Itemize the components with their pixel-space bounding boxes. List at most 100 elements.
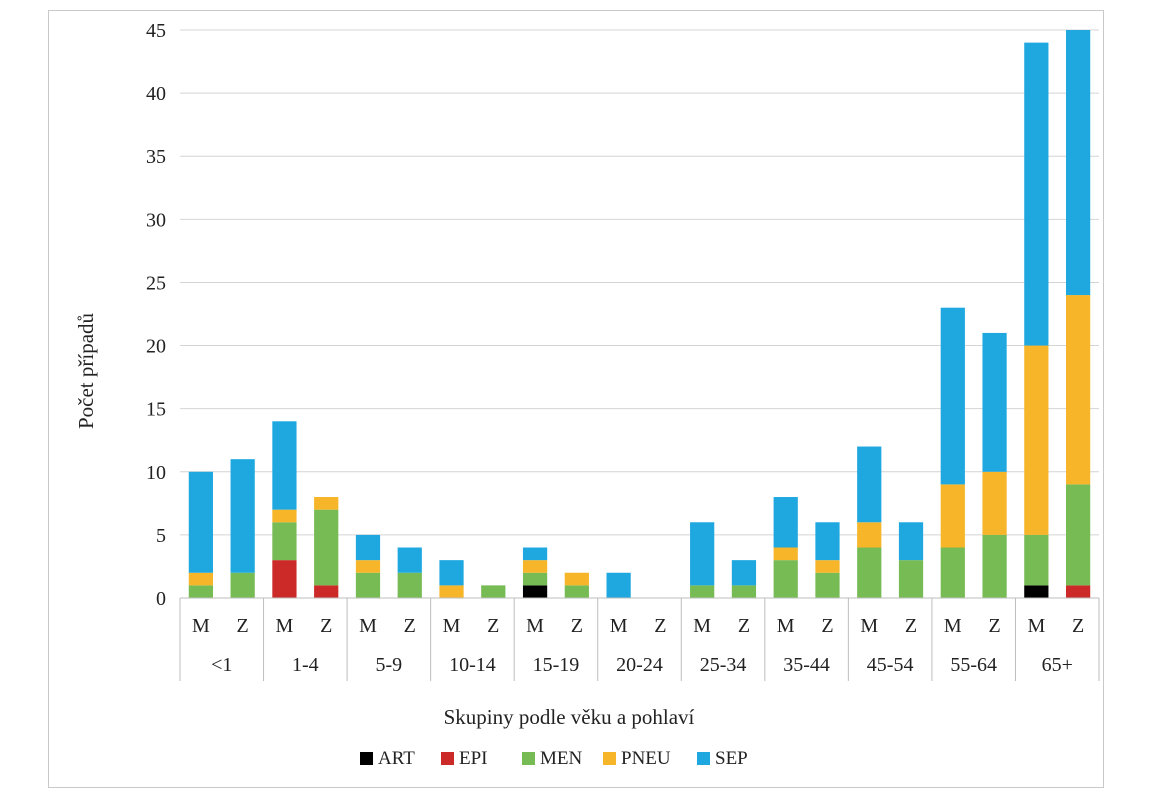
bar-segment-men <box>982 534 1007 598</box>
legend-swatch-epi <box>441 752 454 765</box>
legend-label-art: ART <box>378 748 415 769</box>
bar-segment-pneu <box>564 572 589 586</box>
y-tick-label: 40 <box>146 83 166 105</box>
x-tick-sex-label: M <box>1027 615 1045 637</box>
bar-segment-sep <box>731 560 757 586</box>
x-tick-sex-label: Z <box>487 615 499 637</box>
bars <box>188 30 1091 598</box>
x-tick-group-label: <1 <box>211 654 232 676</box>
bar-segment-pneu <box>1024 345 1049 535</box>
x-tick-group-label: 25-34 <box>700 654 747 676</box>
x-tick-group-label: 65+ <box>1042 654 1073 676</box>
bar-segment-sep <box>397 547 422 573</box>
bar-segment-men <box>898 560 924 598</box>
x-tick-sex-label: Z <box>571 615 583 637</box>
x-tick-sex-label: M <box>777 615 795 637</box>
bar-segment-epi <box>272 560 297 598</box>
x-tick-sex-label: M <box>693 615 711 637</box>
x-tick-sex-label: M <box>443 615 461 637</box>
bar-segment-sep <box>188 471 214 573</box>
bar-segment-pneu <box>773 547 798 561</box>
bar-segment-sep <box>940 307 965 485</box>
bar-segment-men <box>857 547 882 598</box>
bar-segment-epi <box>1065 585 1091 598</box>
legend-swatch-pneu <box>603 752 616 765</box>
bar-segment-sep <box>857 446 882 523</box>
x-tick-group-label: 55-64 <box>950 654 997 676</box>
x-tick-sex-label: M <box>526 615 544 637</box>
x-tick-group-label: 20-24 <box>616 654 663 676</box>
x-tick-sex-label: Z <box>237 615 249 637</box>
y-tick-label: 25 <box>146 272 166 294</box>
legend-swatch-art <box>360 752 373 765</box>
bar-segment-men <box>230 572 255 598</box>
x-tick-sex-label: Z <box>738 615 750 637</box>
bar-segment-sep <box>1024 42 1049 346</box>
x-tick-sex-label: M <box>610 615 628 637</box>
bar-segment-pneu <box>815 560 840 573</box>
x-tick-group-label: 1-4 <box>292 654 319 676</box>
y-tick-label: 10 <box>146 462 166 484</box>
legend-label-men: MEN <box>540 748 583 769</box>
axes: 0 5 10 15 20 25 30 35 40 45 M Z M Z M Z M Z M Z M Z M Z M Z M Z M Z M Z… <box>146 20 1100 681</box>
x-tick-sex-label: M <box>192 615 210 637</box>
bar-segment-men <box>731 585 757 598</box>
x-tick-sex-label: Z <box>320 615 332 637</box>
y-axis-title: Počet případů <box>74 312 98 429</box>
x-tick-sex-label: M <box>860 615 878 637</box>
legend: ART EPI MEN PNEU SEP <box>360 748 748 769</box>
x-tick-group-label: 10-14 <box>449 654 496 676</box>
bar-segment-pneu <box>188 572 214 586</box>
bar-segment-men <box>815 572 840 598</box>
x-tick-group-label: 35-44 <box>783 654 830 676</box>
y-tick-label: 5 <box>156 525 166 547</box>
bar-segment-men <box>690 585 715 598</box>
x-tick-group-label: 45-54 <box>867 654 914 676</box>
x-tick-sex-label: M <box>276 615 294 637</box>
y-tick-label: 30 <box>146 209 166 231</box>
y-tick-label: 0 <box>156 588 166 610</box>
legend-label-sep: SEP <box>715 748 748 769</box>
bar-segment-sep <box>1065 30 1091 296</box>
bar-segment-art <box>1024 585 1049 598</box>
chart-frame: 0 5 10 15 20 25 30 35 40 45 M Z M Z M Z M Z M Z M Z M Z M Z M Z M Z M Z… <box>48 10 1104 788</box>
bar-segment-pneu <box>1065 295 1091 485</box>
bar-segment-art <box>522 585 548 598</box>
x-tick-sex-label: Z <box>905 615 917 637</box>
x-tick-sex-label: Z <box>821 615 833 637</box>
bar-segment-sep <box>272 421 297 510</box>
y-tick-label: 45 <box>146 20 166 42</box>
x-tick-sex-label: M <box>944 615 962 637</box>
bar-segment-men <box>773 560 798 598</box>
bar-segment-men <box>272 522 297 561</box>
bar-segment-men <box>355 572 381 598</box>
x-tick-sex-label: Z <box>654 615 666 637</box>
bar-segment-sep <box>439 560 464 586</box>
bar-segment-pneu <box>439 585 464 598</box>
x-tick-group-label: 5-9 <box>376 654 403 676</box>
bar-segment-pneu <box>272 509 297 523</box>
bar-segment-pneu <box>522 560 548 573</box>
bar-segment-men <box>397 572 422 598</box>
bar-segment-epi <box>314 585 339 598</box>
x-tick-sex-label: Z <box>988 615 1000 637</box>
x-tick-sex-label: Z <box>404 615 416 637</box>
bar-segment-sep <box>522 547 548 561</box>
bar-segment-men <box>1024 534 1049 586</box>
bar-segment-sep <box>690 522 715 586</box>
bar-segment-men <box>1065 484 1091 586</box>
legend-label-epi: EPI <box>459 748 488 769</box>
stacked-bar-chart: 0 5 10 15 20 25 30 35 40 45 M Z M Z M Z M Z M Z M Z M Z M Z M Z M Z M Z… <box>74 20 1100 769</box>
bar-segment-pneu <box>314 497 339 510</box>
bar-segment-men <box>522 572 548 586</box>
bar-segment-sep <box>773 497 798 548</box>
bar-segment-sep <box>815 522 840 561</box>
y-tick-label: 35 <box>146 146 166 168</box>
y-tick-label: 20 <box>146 336 166 358</box>
bar-segment-men <box>188 585 214 598</box>
legend-swatch-sep <box>697 752 710 765</box>
bar-segment-men <box>314 509 339 586</box>
x-axis-title: Skupiny podle věku a pohlaví <box>444 705 695 729</box>
bar-segment-sep <box>982 332 1007 472</box>
bar-segment-sep <box>606 572 631 598</box>
